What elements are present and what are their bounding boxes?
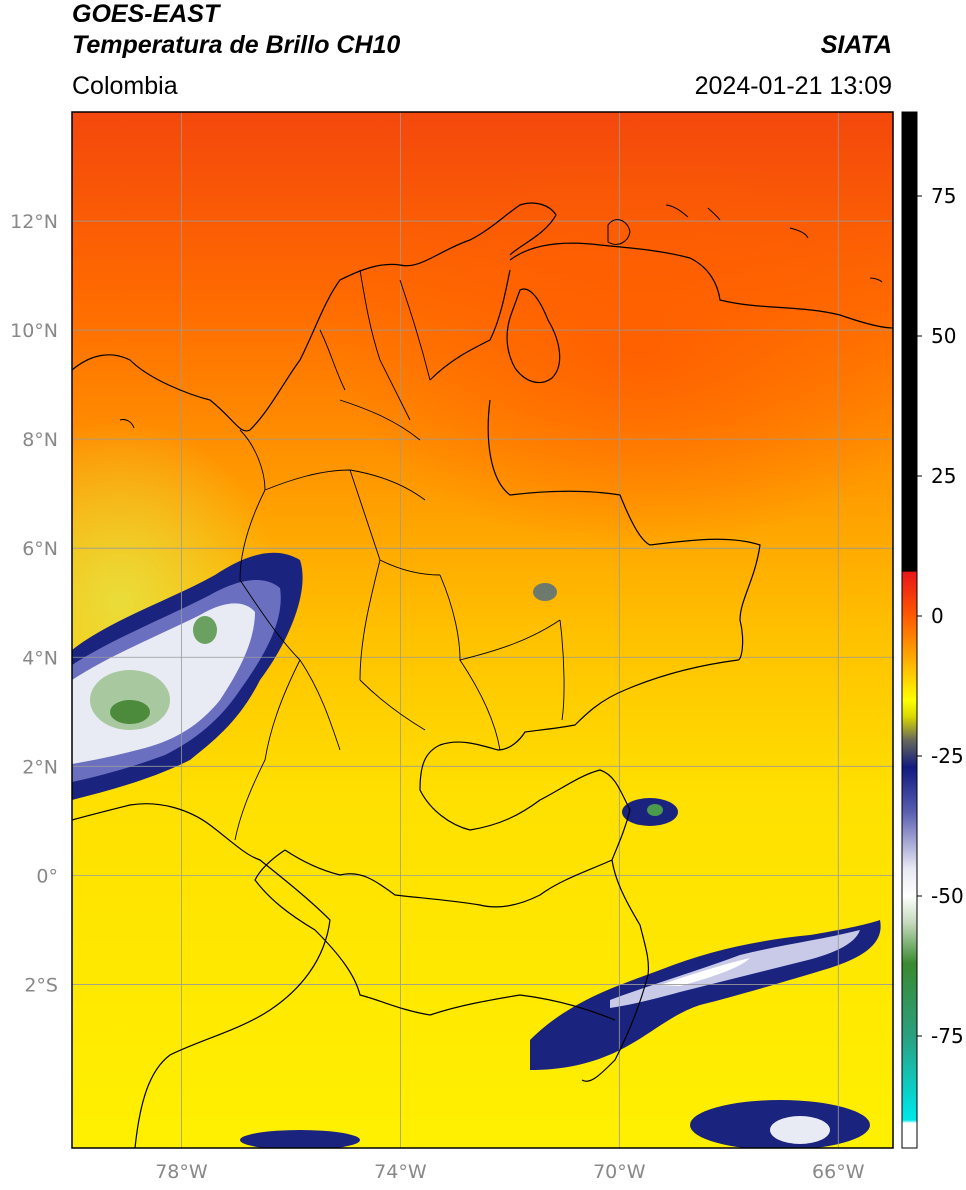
colorbar-segment <box>902 963 917 1037</box>
colorbar-tick-label: -50 <box>931 884 964 908</box>
colorbar-segment <box>902 571 917 573</box>
colorbar-segment <box>902 868 917 897</box>
colorbar-segment <box>902 767 917 813</box>
border-colombia-peru <box>284 809 650 1082</box>
colorbar-tick-label: 25 <box>931 464 956 488</box>
colorbar-segment <box>902 812 917 869</box>
coastline-caribbean <box>72 202 557 432</box>
lake-maracaibo <box>506 288 561 384</box>
colorbar-tick-label: 75 <box>931 184 956 208</box>
colorbar-segment <box>902 1036 917 1110</box>
map-frame <box>71 111 894 1149</box>
longitude-tick-labels: 78°W 74°W 70°W 66°W <box>155 1161 864 1183</box>
latitude-tick-labels: 12°N 10°N 8°N 6°N 4°N 2°N 0° 2°S <box>10 211 58 996</box>
colorbar-segment <box>902 571 917 617</box>
islands <box>119 204 883 429</box>
lon-tick-label: 78°W <box>155 1161 208 1183</box>
lat-tick-label: 0° <box>36 865 58 887</box>
colorbar-segment <box>902 112 917 572</box>
lat-tick-label: 6°N <box>22 538 58 560</box>
border-colombia-venezuela <box>429 269 761 661</box>
map-area <box>72 112 893 1148</box>
warm-region-east <box>340 150 893 550</box>
colorbar-segment <box>902 1108 917 1121</box>
region-label: Colombia <box>72 72 178 100</box>
departments <box>234 269 565 841</box>
product-title: Temperatura de Brillo CH10 <box>72 31 401 59</box>
colorbar-tick-label: -25 <box>931 744 964 768</box>
cloud-cluster-pacific <box>72 552 303 800</box>
lon-tick-label: 66°W <box>812 1161 865 1183</box>
lat-tick-label: 4°N <box>22 647 58 669</box>
borders <box>72 202 893 1148</box>
cloud-band-south <box>240 583 881 1148</box>
datetime-label: 2024-01-21 13:09 <box>694 72 892 100</box>
lat-tick-label: 10°N <box>10 320 58 342</box>
organization-label: SIATA <box>820 31 892 59</box>
lat-tick-label: 2°S <box>24 974 58 996</box>
colorbar-segment <box>902 739 917 768</box>
colorbar-segment <box>902 700 917 718</box>
lat-tick-label: 12°N <box>10 211 58 233</box>
colorbar-segment <box>902 716 917 740</box>
colorbar-segment <box>902 924 917 964</box>
lat-tick-label: 2°N <box>22 756 58 778</box>
border-ecuador-peru <box>254 849 616 1021</box>
colorbar-segment <box>902 660 917 701</box>
colorbar-segment <box>902 1120 917 1124</box>
colorbar-segment <box>902 616 917 662</box>
coastline-pacific <box>72 803 331 1148</box>
colorbar-tick-label: 50 <box>931 324 956 348</box>
colorbar-tick-label: -75 <box>931 1024 964 1048</box>
border-colombia-brazil <box>419 659 739 831</box>
coastline-venezuela <box>509 242 893 329</box>
colorbar: 75 50 25 0 -25 -50 -75 <box>901 111 964 1149</box>
graticule <box>72 112 893 1148</box>
lon-tick-label: 74°W <box>374 1161 427 1183</box>
satellite-title: GOES-EAST <box>72 0 220 28</box>
lat-tick-label: 8°N <box>22 429 58 451</box>
colorbar-segment <box>902 896 917 925</box>
colorbar-segment <box>902 1122 917 1149</box>
colorbar-tick-label: 0 <box>931 604 944 628</box>
colorbar-frame <box>901 111 918 1149</box>
lon-tick-label: 70°W <box>593 1161 646 1183</box>
